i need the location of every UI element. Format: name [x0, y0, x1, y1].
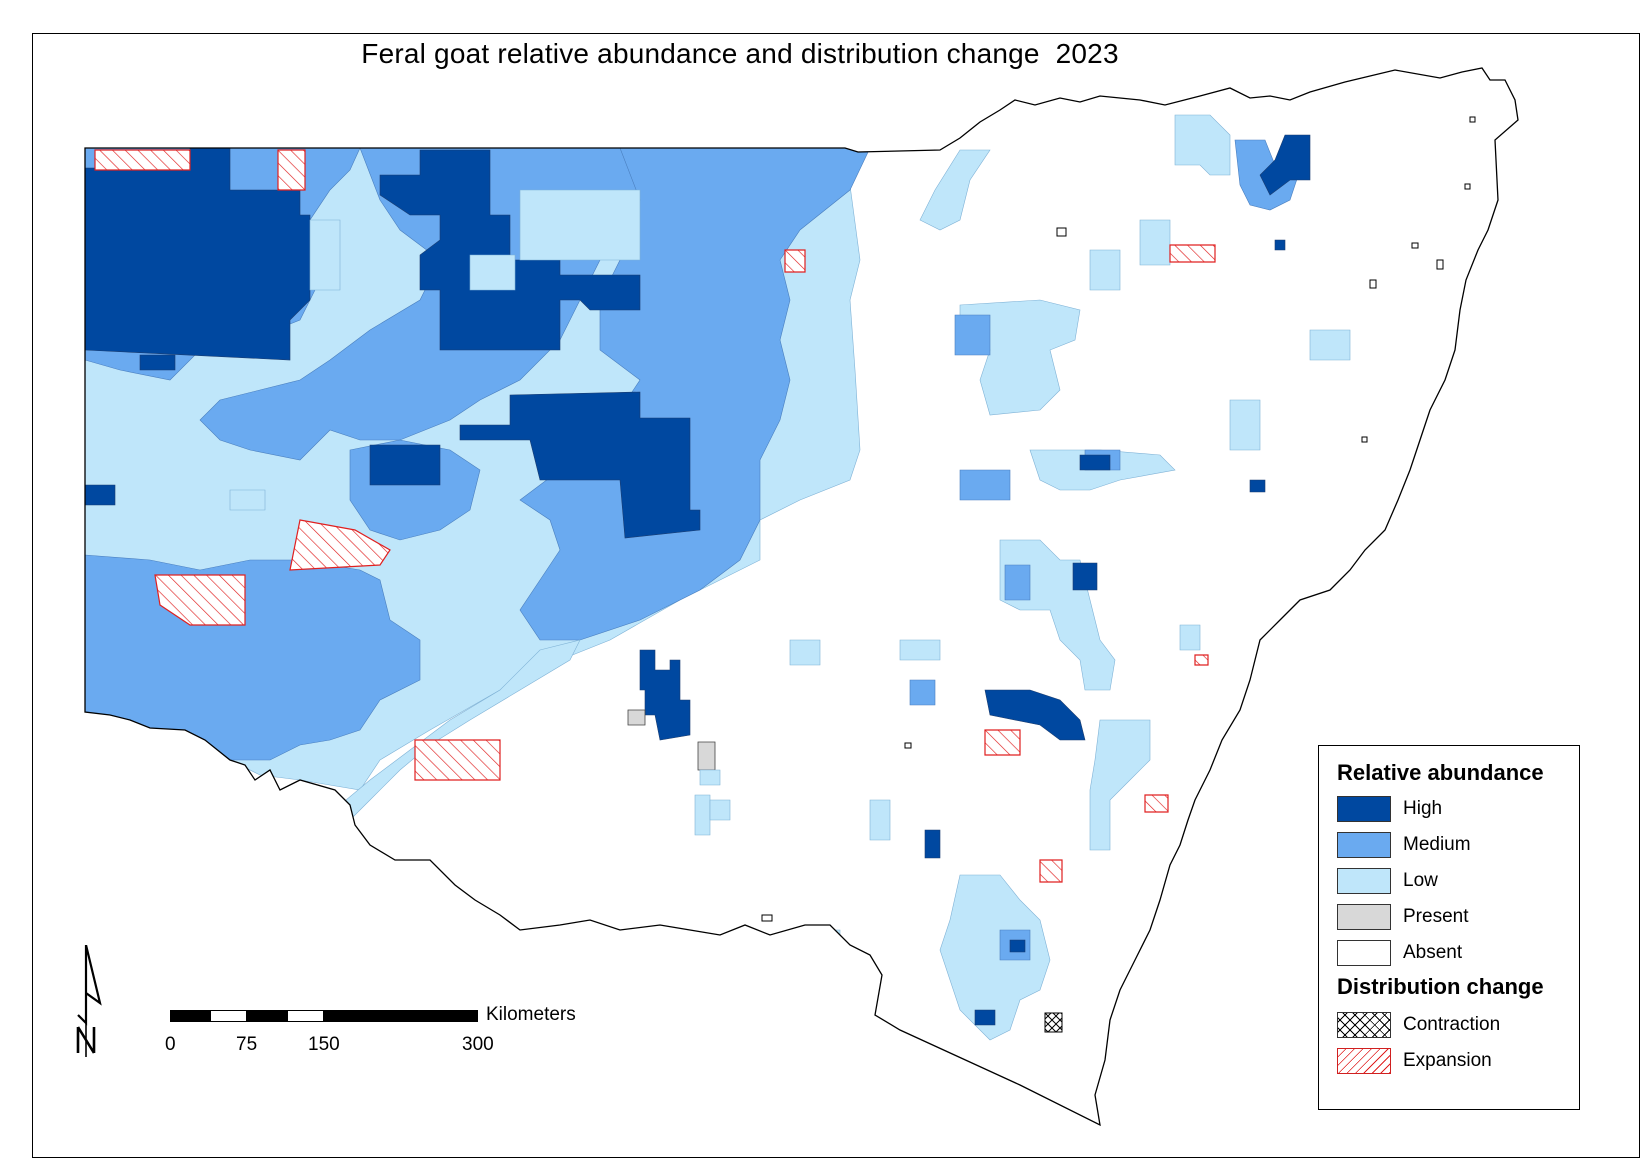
region-high-w-edge [85, 484, 116, 506]
region-high-central [459, 391, 701, 539]
legend-label-present: Present [1403, 906, 1469, 927]
east-low-15 [789, 639, 821, 666]
east-low-17 [709, 799, 731, 821]
east-low-10 [1229, 399, 1261, 451]
expansion-2 [277, 149, 306, 191]
legend-swatch-medium [1337, 832, 1391, 858]
region-high-north-central [379, 149, 641, 351]
region-low-s1 [699, 769, 721, 786]
east-low-5 [1089, 249, 1121, 291]
scale-bar-seg-5 [324, 1010, 478, 1022]
map-title: Feral goat relative abundance and distri… [361, 38, 1119, 69]
legend-swatch-contraction [1337, 1012, 1391, 1038]
legend-item-medium: Medium [1337, 832, 1567, 860]
east-low-2 [919, 149, 991, 231]
scale-tick-0: 0 [165, 1034, 176, 1055]
east-low-18 [1189, 859, 1211, 881]
legend-item-contraction: Contraction [1337, 1012, 1567, 1040]
legend-item-present: Present [1337, 904, 1567, 932]
east-low-4 [1139, 219, 1171, 266]
legend-swatch-high [1337, 796, 1391, 822]
legend-label-expansion: Expansion [1403, 1050, 1492, 1071]
east-high-4 [984, 689, 1086, 741]
east-low-13 [1179, 624, 1201, 651]
region-present-1 [627, 709, 646, 726]
legend-item-expansion: Expansion [1337, 1048, 1567, 1076]
expansion-1 [94, 149, 191, 171]
east-low-9 [939, 874, 1051, 1041]
region-high-mid-west [369, 444, 441, 486]
east-high-3 [1072, 562, 1098, 591]
pocket-low-3 [469, 254, 516, 291]
expansion-7 [1169, 244, 1216, 263]
region-present-2 [697, 741, 716, 771]
pocket-low-2 [519, 189, 641, 261]
east-medium-4 [1004, 564, 1031, 601]
legend-label-high: High [1403, 798, 1443, 819]
east-medium-6 [909, 679, 936, 706]
legend-swatch-absent [1337, 940, 1391, 966]
east-low-12 [799, 929, 841, 951]
east-low-14 [899, 639, 941, 661]
east-high-8 [974, 1009, 996, 1026]
east-low-11 [1309, 329, 1351, 361]
scale-bar-seg-3 [247, 1010, 287, 1022]
legend-swatch-low [1337, 868, 1391, 894]
scale-bar-seg-2 [210, 1010, 247, 1022]
legend-change-heading: Distribution change [1337, 974, 1544, 999]
region-high-small-nw [139, 354, 176, 371]
legend-label-absent: Absent [1403, 942, 1463, 963]
legend-item-absent: Absent [1337, 940, 1567, 968]
scale-tick-300: 300 [462, 1034, 494, 1055]
east-high-5 [924, 829, 941, 859]
region-medium-ne-west [519, 147, 871, 641]
legend: Relative abundance High Medium Low Prese… [1318, 745, 1580, 1110]
east-high-9 [1009, 939, 1026, 953]
east-low-8 [1089, 719, 1151, 851]
scale-bar-seg-4 [287, 1010, 324, 1022]
scale-bar-units: Kilometers [486, 1004, 576, 1025]
east-high-1 [1259, 134, 1311, 196]
expansion-6 [784, 249, 806, 273]
pocket-low-4 [229, 489, 266, 511]
state-outline [84, 67, 1519, 1127]
scale-tick-150: 150 [308, 1034, 340, 1055]
legend-item-low: Low [1337, 868, 1567, 896]
east-high-2 [1079, 454, 1111, 471]
north-arrow-icon [76, 945, 102, 1057]
scale-bar-seg-1 [170, 1010, 210, 1022]
east-high-6 [1249, 479, 1266, 493]
legend-swatch-expansion [1337, 1048, 1391, 1074]
expansion-9 [1039, 859, 1063, 883]
region-low-s2 [694, 794, 711, 836]
east-outline-specks [761, 116, 1476, 922]
east-low-1 [1174, 114, 1231, 176]
legend-label-low: Low [1403, 870, 1438, 891]
legend-swatch-present [1337, 904, 1391, 930]
expansion-5 [414, 739, 501, 781]
expansion-3 [289, 519, 391, 571]
expansion-8 [984, 729, 1021, 756]
east-low-16 [869, 799, 891, 841]
region-low-murray-strip [339, 639, 581, 821]
map-frame [32, 33, 1640, 1158]
contraction-1 [1044, 1012, 1063, 1033]
pocket-low-1 [309, 219, 341, 291]
expansion-4 [154, 574, 246, 626]
east-medium-2 [954, 314, 991, 356]
expansion-11 [1194, 654, 1209, 666]
east-medium-3 [959, 469, 1011, 501]
legend-abundance-heading: Relative abundance [1337, 760, 1544, 785]
legend-label-contraction: Contraction [1403, 1014, 1501, 1035]
expansion-10 [1144, 794, 1169, 813]
east-high-7 [1274, 239, 1286, 251]
region-high-murray [639, 649, 691, 741]
scale-tick-75: 75 [236, 1034, 258, 1055]
legend-label-medium: Medium [1403, 834, 1471, 855]
legend-item-high: High [1337, 796, 1567, 824]
